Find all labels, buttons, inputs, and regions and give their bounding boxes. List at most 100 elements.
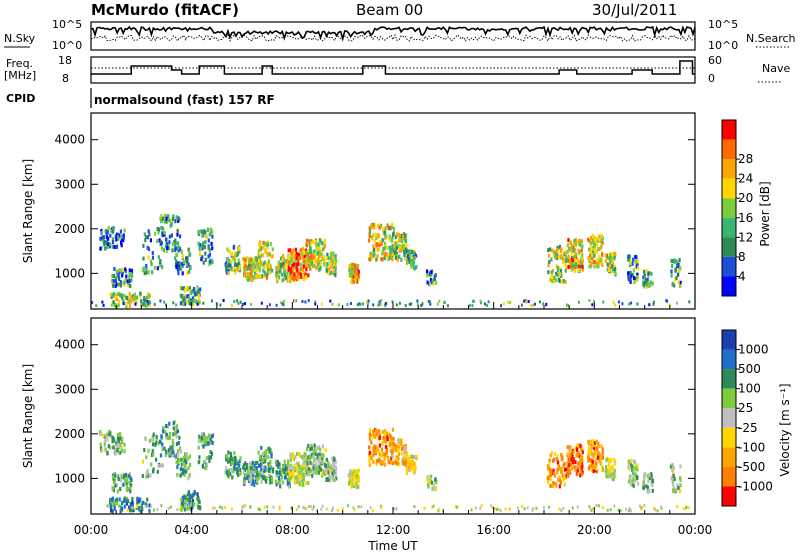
echo-cell	[283, 467, 286, 472]
echo-cell	[550, 270, 553, 275]
echo-cell	[281, 257, 284, 262]
echo-cell	[648, 473, 651, 477]
echo-cell	[293, 272, 296, 277]
echo-cell	[198, 455, 201, 460]
echo-cell	[236, 470, 239, 475]
echo-cell	[567, 474, 570, 478]
echo-cell	[389, 435, 392, 440]
echo-cell	[581, 252, 584, 257]
echo-cell	[322, 255, 325, 260]
echo-cell	[108, 429, 111, 434]
echo-cell	[113, 267, 116, 271]
y-tick-label: 3000	[54, 177, 85, 191]
echo-cell	[285, 276, 288, 281]
echo-cell	[591, 459, 594, 464]
echo-cell	[406, 254, 409, 259]
echo-cell	[374, 450, 378, 455]
echo-cell	[350, 273, 353, 278]
echo-cell	[253, 464, 256, 468]
echo-cell	[302, 273, 305, 278]
echo-cell	[125, 472, 128, 477]
echo-cell	[307, 481, 310, 485]
echo-cell	[347, 473, 350, 478]
y-tick-label: 1000	[54, 266, 85, 280]
ground-scatter-cell	[656, 509, 659, 513]
ground-scatter-cell	[282, 299, 285, 303]
echo-cell	[262, 245, 266, 250]
echo-cell	[243, 477, 246, 482]
echo-cell	[629, 279, 632, 284]
echo-cell	[295, 251, 298, 256]
echo-cell	[179, 473, 182, 478]
echo-cell	[177, 271, 180, 276]
echo-cell	[254, 469, 257, 474]
echo-cell	[202, 432, 205, 437]
echo-cell	[108, 244, 111, 249]
echo-cell	[560, 452, 563, 457]
echo-cell	[185, 286, 188, 290]
echo-cell	[187, 476, 190, 481]
echo-cell	[435, 480, 438, 485]
echo-cell	[390, 437, 393, 442]
echo-cell	[627, 257, 630, 262]
echo-cell	[384, 241, 387, 246]
echo-cell	[304, 248, 307, 253]
echo-cell	[292, 255, 295, 260]
echo-cell	[303, 463, 306, 468]
echo-cell	[233, 244, 236, 249]
echo-cell	[239, 467, 242, 472]
echo-cell	[332, 463, 335, 468]
echo-cell	[353, 469, 356, 474]
colorbar-tick-label: 28	[738, 152, 753, 166]
echo-cell	[606, 267, 609, 272]
echo-cell	[314, 254, 317, 258]
echo-cell	[116, 269, 119, 274]
ground-scatter-cell	[259, 508, 262, 512]
echo-cell	[199, 229, 202, 234]
echo-cell	[168, 448, 171, 453]
colorbar-swatch	[722, 388, 736, 409]
echo-cell	[598, 444, 601, 449]
echo-cell	[297, 467, 300, 472]
echo-cell	[565, 257, 568, 262]
echo-cell	[318, 465, 321, 470]
echo-cell	[384, 246, 387, 250]
echo-cell	[291, 258, 294, 263]
echo-cell	[572, 457, 575, 462]
echo-cell	[258, 274, 262, 279]
echo-cell	[385, 454, 388, 459]
echo-cell	[672, 489, 675, 494]
ground-scatter-cell	[366, 300, 369, 304]
echo-cell	[577, 461, 580, 466]
echo-cell	[613, 470, 616, 475]
noise-sky-line	[90, 25, 696, 42]
echo-cell	[226, 247, 229, 252]
echo-cell	[372, 232, 375, 237]
colorbar-tick-label: 25	[738, 401, 753, 415]
echo-cell	[335, 258, 338, 263]
echo-cell	[205, 440, 208, 445]
ground-scatter-cell	[378, 300, 381, 304]
ground-scatter-cell	[484, 302, 487, 306]
echo-cell	[609, 260, 612, 265]
echo-cell	[406, 260, 409, 265]
echo-cell	[277, 260, 280, 265]
echo-cell	[260, 445, 263, 450]
echo-cell	[186, 256, 189, 261]
ground-scatter-cell	[421, 302, 424, 306]
echo-cell	[572, 247, 575, 252]
echo-cell	[115, 497, 119, 502]
echo-cell	[300, 262, 303, 267]
x-tick-label: 16:00	[476, 523, 511, 537]
echo-cell	[263, 450, 266, 455]
echo-cell	[317, 261, 320, 266]
echo-cell	[110, 497, 113, 502]
echo-cell	[160, 434, 163, 439]
echo-cell	[331, 471, 334, 476]
echo-cell	[404, 454, 407, 459]
echo-cell	[409, 462, 412, 467]
echo-cell	[141, 507, 144, 511]
echo-cell	[290, 251, 293, 256]
echo-cell	[354, 266, 357, 270]
echo-cell	[135, 295, 138, 300]
